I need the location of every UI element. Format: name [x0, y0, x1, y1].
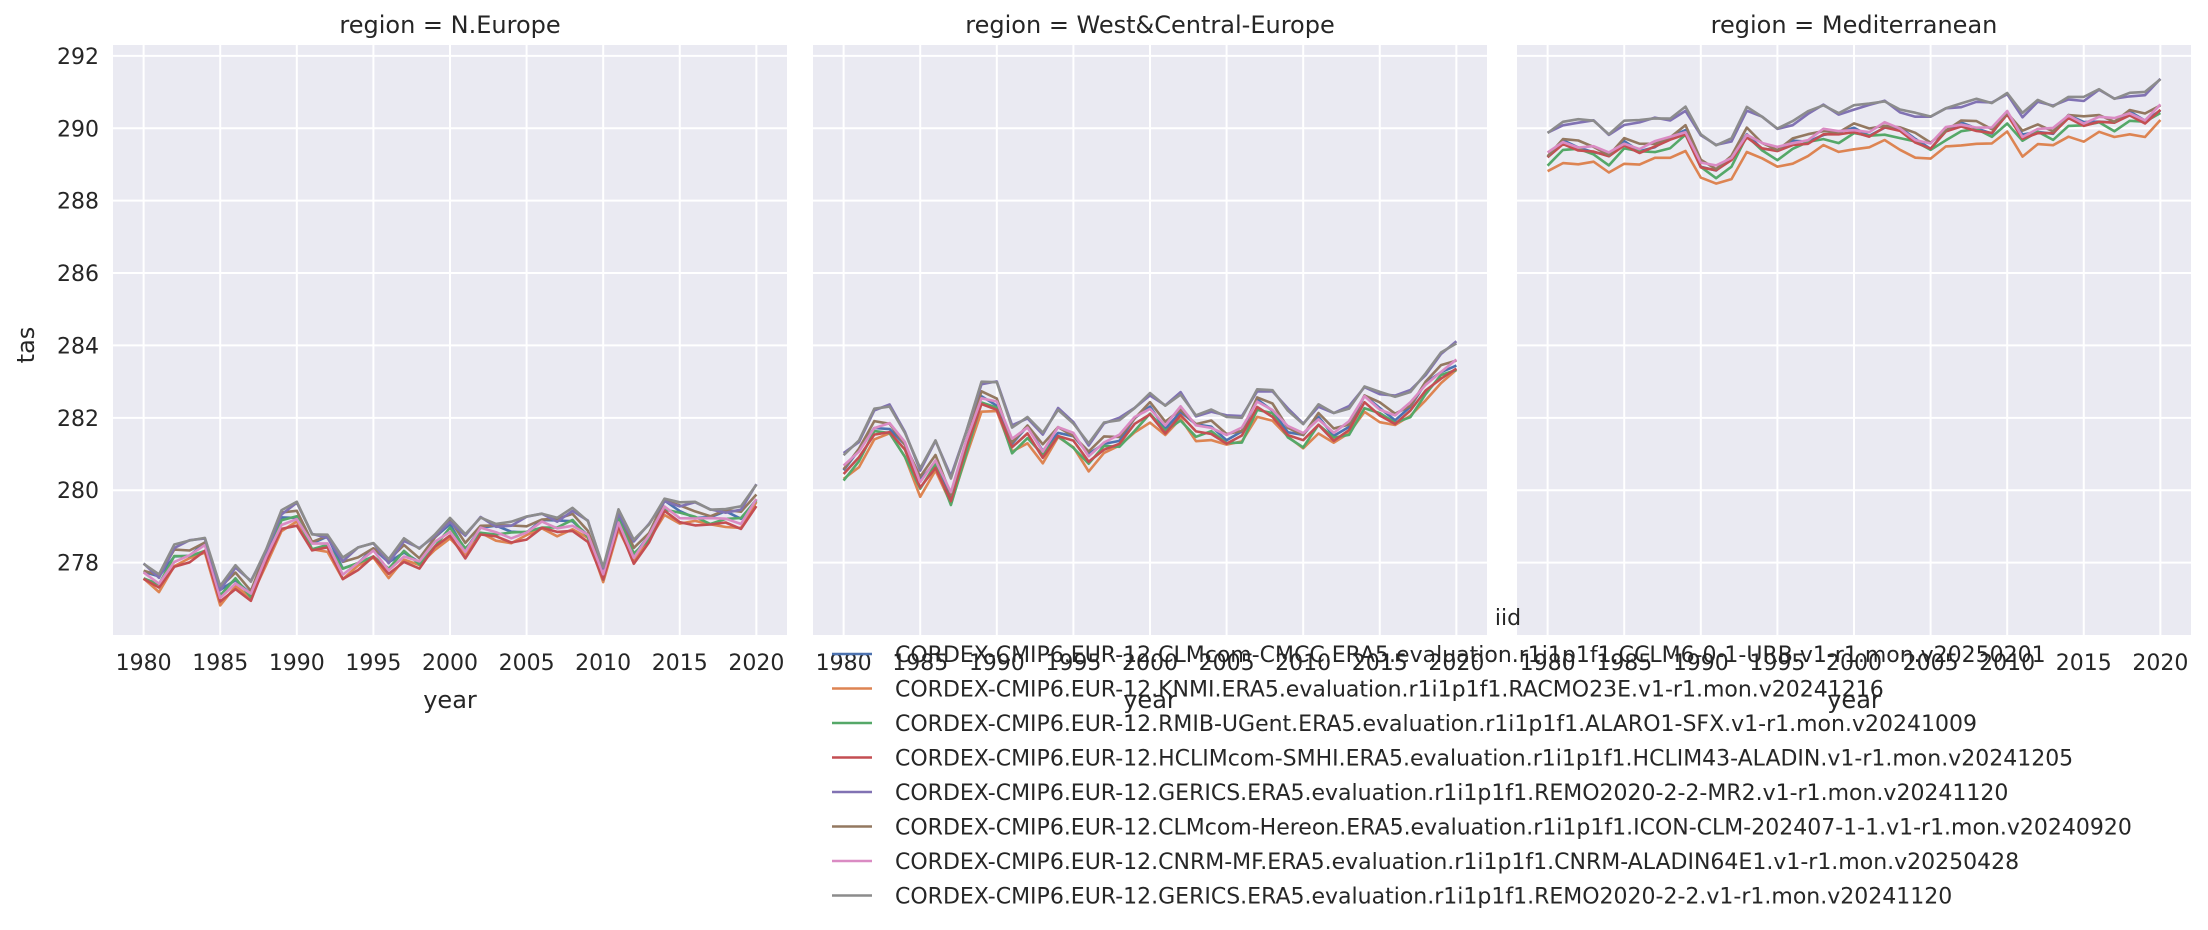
- x-tick-label: 1990: [1673, 651, 1729, 676]
- legend: iid CORDEX-CMIP6.EUR-12.CLMcom-CMCC.ERA5…: [832, 606, 2132, 910]
- series-line-7: [142, 498, 758, 600]
- x-tick-label: 2015: [652, 651, 708, 676]
- y-tick-label: 282: [57, 407, 99, 432]
- x-tick-label: 1980: [1520, 651, 1576, 676]
- series-line-2: [1546, 119, 2162, 185]
- x-tick-label: 2005: [499, 651, 555, 676]
- y-tick-label: 280: [57, 479, 99, 504]
- y-tick-label: 284: [57, 334, 99, 359]
- x-tick-label: 2005: [1903, 651, 1959, 676]
- series-line-8: [142, 483, 758, 588]
- x-tick-label: 2010: [575, 651, 631, 676]
- legend-title: iid: [1495, 606, 1521, 631]
- x-tick-label: 2005: [1199, 651, 1255, 676]
- y-tick-label: 286: [57, 262, 99, 287]
- y-tick-label: 292: [57, 45, 99, 70]
- x-axis-label: year: [423, 686, 477, 714]
- x-tick-label: 1995: [345, 651, 401, 676]
- x-tick-label: 1980: [116, 651, 172, 676]
- series-line-4: [842, 367, 1458, 503]
- panels: region = N.Europe 1980 1985 1990 1995 2000 200…: [57, 11, 2191, 714]
- y-tick-label: 288: [57, 190, 99, 215]
- panel-3: region = Mediterranean 1980 1985 1990 1995 20…: [1517, 11, 2191, 714]
- x-axis-label: year: [1827, 686, 1881, 714]
- legend-entry-label: CORDEX-CMIP6.EUR-12.CLMcom-CMCC.ERA5.eva…: [895, 643, 2046, 668]
- legend-entry-label: CORDEX-CMIP6.EUR-12.KNMI.ERA5.evaluation…: [895, 678, 1884, 703]
- series-line-7: [842, 358, 1458, 494]
- legend-entry-label: CORDEX-CMIP6.EUR-12.HCLIMcom-SMHI.ERA5.e…: [895, 747, 2073, 772]
- x-tick-label: 1985: [1596, 651, 1652, 676]
- series-line-8: [1546, 78, 2162, 147]
- x-tick-label: 1990: [969, 651, 1025, 676]
- x-tick-label: 2000: [422, 651, 478, 676]
- y-tick-label: 290: [57, 117, 99, 142]
- series-line-8: [842, 342, 1458, 480]
- series-line-4: [142, 505, 758, 603]
- x-tick-label: 2015: [2056, 651, 2112, 676]
- y-axis-label: tas: [12, 327, 40, 364]
- y-tick-label: 278: [57, 552, 99, 577]
- x-tick-label: 1985: [892, 651, 948, 676]
- x-tick-label: 1995: [1045, 651, 1101, 676]
- x-axis-label: year: [1123, 686, 1177, 714]
- panel-title: region = N.Europe: [339, 11, 560, 39]
- x-tick-label: 2020: [1428, 651, 1484, 676]
- x-tick-label: 2015: [1352, 651, 1408, 676]
- x-tick-label: 1985: [192, 651, 248, 676]
- legend-entry-label: CORDEX-CMIP6.EUR-12.GERICS.ERA5.evaluati…: [895, 781, 2008, 806]
- x-tick-label: 2000: [1122, 651, 1178, 676]
- legend-entry-label: CORDEX-CMIP6.EUR-12.CLMcom-Hereon.ERA5.e…: [895, 816, 2132, 841]
- x-tick-label: 1995: [1749, 651, 1805, 676]
- panel-title: region = West&Central-Europe: [965, 11, 1334, 39]
- legend-entry-label: CORDEX-CMIP6.EUR-12.GERICS.ERA5.evaluati…: [895, 885, 1952, 910]
- x-tick-label: 2020: [728, 651, 784, 676]
- x-tick-label: 2000: [1826, 651, 1882, 676]
- legend-entries: CORDEX-CMIP6.EUR-12.CLMcom-CMCC.ERA5.eva…: [832, 643, 2132, 910]
- x-tick-label: 1990: [269, 651, 325, 676]
- panel-1: region = N.Europe 1980 1985 1990 1995 2000 200…: [57, 11, 787, 714]
- legend-entry-label: CORDEX-CMIP6.EUR-12.CNRM-MF.ERA5.evaluat…: [895, 850, 2019, 875]
- legend-entry-label: CORDEX-CMIP6.EUR-12.RMIB-UGent.ERA5.eval…: [895, 712, 1977, 737]
- series-line-4: [1546, 108, 2162, 172]
- panel-title: region = Mediterranean: [1711, 11, 1998, 39]
- x-tick-label: 2010: [1275, 651, 1331, 676]
- x-tick-label: 2010: [1979, 651, 2035, 676]
- series-line-7: [1546, 103, 2162, 167]
- x-tick-label: 2020: [2132, 651, 2188, 676]
